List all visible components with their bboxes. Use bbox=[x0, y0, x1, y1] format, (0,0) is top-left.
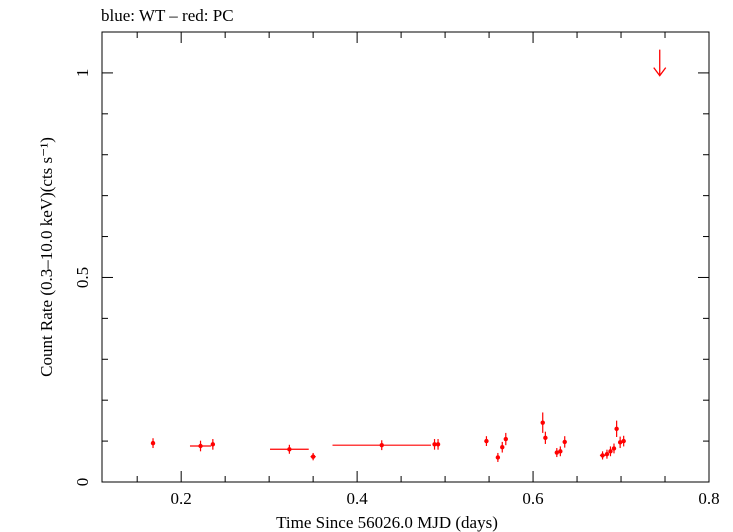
data-point bbox=[432, 439, 437, 450]
data-point bbox=[562, 436, 567, 448]
data-point bbox=[150, 438, 156, 449]
point-marker bbox=[432, 442, 437, 447]
data-point bbox=[611, 443, 617, 454]
point-marker bbox=[621, 438, 626, 444]
x-tick-label: 0.6 bbox=[522, 489, 543, 508]
point-marker bbox=[379, 442, 384, 448]
upper-limit-arrow bbox=[653, 49, 667, 77]
y-tick-label: 0 bbox=[73, 478, 92, 487]
x-axis-title: Time Since 56026.0 MJD (days) bbox=[276, 513, 498, 532]
point-marker bbox=[435, 442, 441, 447]
point-marker bbox=[198, 443, 203, 449]
data-point bbox=[543, 431, 548, 444]
x-tick-label: 0.4 bbox=[346, 489, 368, 508]
point-marker bbox=[210, 442, 216, 447]
point-marker bbox=[310, 454, 316, 459]
point-marker bbox=[608, 449, 613, 454]
data-point bbox=[270, 444, 309, 454]
data-point bbox=[332, 440, 432, 451]
data-point bbox=[310, 452, 316, 461]
data-point bbox=[621, 435, 626, 447]
chart-header-title: blue: WT – red: PC bbox=[101, 6, 234, 25]
point-marker bbox=[611, 446, 617, 451]
data-point bbox=[554, 448, 560, 458]
point-marker bbox=[604, 451, 610, 457]
x-tick-label: 0.2 bbox=[171, 489, 192, 508]
y-axis-tick-labels: 00.51 bbox=[73, 69, 92, 487]
point-marker bbox=[484, 438, 489, 444]
y-tick-label: 1 bbox=[73, 69, 92, 78]
data-point bbox=[503, 432, 508, 446]
point-marker bbox=[543, 435, 548, 441]
data-point bbox=[558, 446, 563, 457]
data-point bbox=[614, 420, 619, 437]
data-point bbox=[608, 446, 613, 457]
point-marker bbox=[540, 420, 545, 425]
plot-frame bbox=[101, 31, 710, 483]
y-axis-ticks bbox=[102, 31, 709, 483]
data-point bbox=[484, 436, 489, 446]
point-marker bbox=[558, 449, 563, 454]
data-point bbox=[604, 449, 610, 459]
data-point bbox=[189, 440, 212, 452]
x-tick-label: 0.8 bbox=[698, 489, 719, 508]
point-marker bbox=[287, 447, 292, 452]
data-point bbox=[617, 436, 623, 449]
point-marker bbox=[562, 439, 567, 445]
x-axis-ticks bbox=[136, 32, 710, 482]
point-marker bbox=[554, 450, 560, 455]
point-marker bbox=[500, 445, 505, 450]
x-axis-tick-labels: 0.2 0.4 0.6 0.8 bbox=[171, 489, 720, 508]
point-marker bbox=[600, 453, 605, 458]
point-marker bbox=[503, 436, 508, 442]
point-marker bbox=[617, 440, 623, 445]
data-point bbox=[500, 441, 505, 453]
data-point bbox=[495, 452, 501, 462]
upper-limit-head bbox=[653, 67, 667, 77]
y-tick-label: 0.5 bbox=[73, 267, 92, 288]
data-point bbox=[210, 439, 216, 450]
point-marker bbox=[495, 455, 501, 460]
data-point bbox=[599, 451, 606, 460]
point-marker bbox=[614, 426, 619, 432]
data-point bbox=[540, 412, 545, 433]
data-points bbox=[150, 49, 667, 462]
y-axis-title: Count Rate (0.3–10.0 keV)(cts s⁻¹) bbox=[37, 137, 56, 377]
data-point bbox=[435, 439, 441, 450]
point-marker bbox=[150, 440, 156, 446]
